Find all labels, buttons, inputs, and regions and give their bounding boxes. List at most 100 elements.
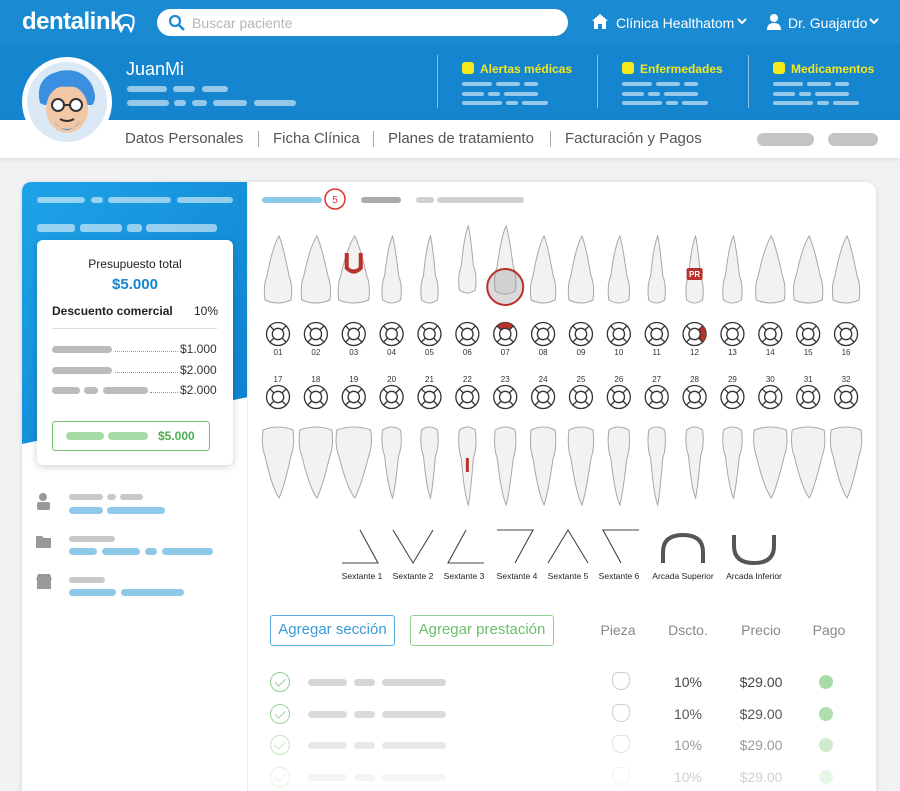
divider [470, 400, 476, 406]
divider [420, 337, 426, 343]
tooth-surface-chart [796, 321, 821, 347]
inner [385, 390, 398, 404]
divider [837, 388, 843, 394]
tooth-number: 14 [766, 348, 775, 357]
divider [723, 400, 729, 406]
divider [773, 337, 779, 343]
caret [737, 18, 747, 25]
placeholder [773, 101, 813, 105]
divider [799, 325, 805, 331]
tooth-surface-chart [644, 321, 669, 347]
divider [319, 388, 325, 394]
alert-label[interactable]: Alertas médicas [480, 62, 573, 76]
price: $29.00 [739, 737, 783, 753]
search-placeholder: Buscar paciente [192, 15, 293, 31]
divider [546, 337, 552, 343]
placeholder [308, 773, 347, 781]
divider [307, 400, 313, 406]
discount-value: 10% [194, 304, 219, 318]
tooth-surface-chart [606, 321, 631, 347]
inner [574, 390, 588, 404]
divider [584, 325, 590, 331]
placeholder [52, 346, 112, 353]
placeholder [622, 82, 652, 86]
tooth-number: 17 [274, 375, 283, 384]
divider [686, 388, 692, 394]
alert-label[interactable]: Medicamentos [791, 62, 875, 76]
divider [281, 388, 287, 394]
tooth-number: 15 [804, 348, 813, 357]
tab[interactable]: Datos Personales [125, 130, 244, 147]
divider [357, 400, 363, 406]
odontogram: 5 01 02 03 04 05 06 07 08 09 10 11 PR 12 13 14 15 16 17 18 1… [261, 188, 863, 581]
divider [534, 400, 540, 406]
inner [423, 390, 436, 404]
divider [610, 325, 616, 331]
tooth [263, 234, 293, 304]
inner [612, 327, 626, 341]
divider [395, 400, 401, 406]
table-row: 10% $29.00 [248, 730, 876, 760]
placeholder [496, 82, 520, 86]
tooth-surface-chart [530, 321, 556, 347]
divider [357, 337, 363, 343]
logo[interactable]: dentalink [22, 8, 123, 35]
clinic-selector[interactable]: Clínica Healthatom [616, 15, 735, 31]
tab[interactable]: Facturación y Pagos [565, 130, 702, 147]
inner [536, 327, 550, 341]
inner [839, 327, 853, 341]
inner [688, 327, 701, 341]
payment-status [819, 675, 833, 689]
inner [612, 390, 626, 404]
divider [648, 388, 654, 394]
tooth-surface-chart [341, 321, 366, 347]
add-section-button[interactable]: Agregar sección [270, 615, 395, 646]
sextant-label: Arcada Inferior [726, 571, 782, 581]
tooth-number: 11 [653, 348, 662, 357]
tooth [494, 224, 517, 295]
user-menu[interactable]: Dr. Guajardo [788, 15, 868, 31]
alert-divider [597, 55, 598, 108]
divider [345, 337, 351, 343]
sextant-shape [447, 529, 484, 564]
tab[interactable]: Planes de tratamiento [388, 130, 534, 147]
divider [496, 325, 502, 331]
divider [849, 337, 855, 343]
divider [849, 325, 855, 331]
sextant-label: Sextante 2 [393, 571, 434, 581]
divider [458, 337, 464, 343]
inner [726, 390, 739, 404]
divider [458, 400, 464, 406]
tooth-surface-chart [493, 384, 518, 410]
table-header: Pieza [600, 622, 636, 638]
divider [345, 325, 351, 331]
divider [345, 400, 351, 406]
alert-label[interactable]: Enfermedades [640, 62, 723, 76]
tooth-surface-chart [265, 384, 291, 410]
tooth-number: 04 [387, 348, 396, 357]
tooth-number: 16 [842, 348, 851, 357]
divider [811, 325, 817, 331]
placeholder [506, 101, 518, 105]
placeholder [504, 92, 538, 96]
divider [508, 325, 514, 331]
placeholder [684, 82, 698, 86]
tab[interactable]: Ficha Clínica [273, 130, 360, 147]
tooth-surface-chart [379, 384, 404, 410]
tooth [793, 235, 824, 304]
budget-button[interactable] [52, 421, 210, 451]
add-service-button[interactable]: Agregar prestación [410, 615, 554, 646]
alert-icon [462, 62, 474, 74]
search-box[interactable] [157, 9, 568, 36]
inner [650, 327, 664, 341]
placeholder [103, 387, 148, 394]
check-icon [270, 672, 290, 692]
placeholder [524, 82, 538, 86]
divider [660, 388, 666, 394]
placeholder [262, 197, 322, 203]
patient-band [0, 45, 900, 120]
placeholder [416, 197, 434, 203]
check-icon [270, 703, 290, 724]
restoration [344, 253, 363, 274]
logo-icon [117, 14, 135, 33]
